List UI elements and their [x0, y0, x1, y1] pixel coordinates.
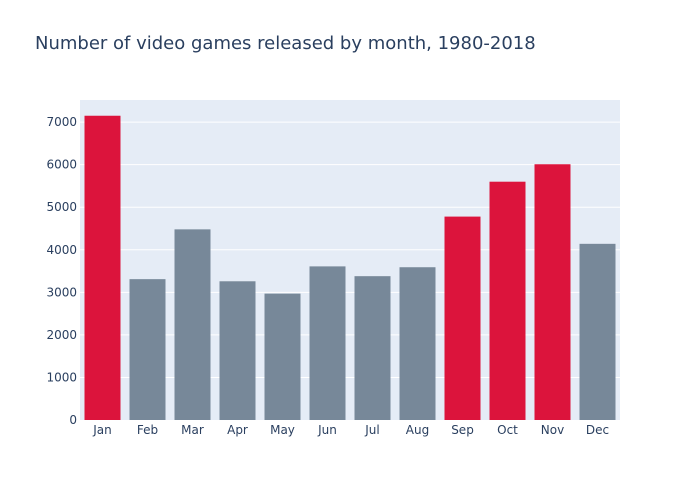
x-tick-label: Jun: [317, 423, 337, 437]
y-tick-label: 4000: [46, 243, 77, 257]
x-tick-label: Jan: [92, 423, 112, 437]
gridlines: [80, 121, 620, 378]
chart-title: Number of video games released by month,…: [35, 33, 536, 54]
x-tick-label: May: [270, 423, 295, 437]
y-tick-label: 1000: [46, 370, 77, 384]
x-tick-label: Sep: [451, 423, 474, 437]
x-tick-label: Oct: [497, 423, 518, 437]
bar-feb: [129, 279, 166, 420]
plot-area: [80, 100, 620, 420]
bar-oct: [489, 181, 526, 420]
x-tick-label: Mar: [181, 423, 204, 437]
bar-mar: [174, 229, 211, 420]
y-tick-label: 3000: [46, 285, 77, 299]
bar-sep: [444, 216, 481, 420]
bar-dec: [579, 243, 616, 420]
x-axis-ticks: Jan Feb Mar Apr May Jun Jul Aug Sep Oct Nov Dec: [92, 423, 609, 437]
x-tick-label: Aug: [406, 423, 429, 437]
y-tick-label: 0: [69, 413, 77, 427]
bar-nov: [534, 164, 571, 420]
y-tick-label: 5000: [46, 200, 77, 214]
x-tick-label: Apr: [227, 423, 248, 437]
y-tick-label: 2000: [46, 328, 77, 342]
bar-apr: [219, 281, 256, 420]
x-tick-label: Feb: [137, 423, 158, 437]
bar-aug: [399, 267, 436, 420]
bar-jun: [309, 266, 346, 420]
y-axis-ticks: 0 1000 2000 3000 4000 5000 6000 7000: [46, 115, 77, 427]
y-tick-label: 6000: [46, 158, 77, 172]
bar-jan: [84, 115, 121, 420]
x-tick-label: Dec: [586, 423, 609, 437]
x-tick-label: Jul: [364, 423, 379, 437]
y-tick-label: 7000: [46, 115, 77, 129]
bar-may: [264, 293, 301, 420]
x-tick-label: Nov: [541, 423, 564, 437]
bar-jul: [354, 276, 391, 420]
bars: [84, 115, 616, 420]
